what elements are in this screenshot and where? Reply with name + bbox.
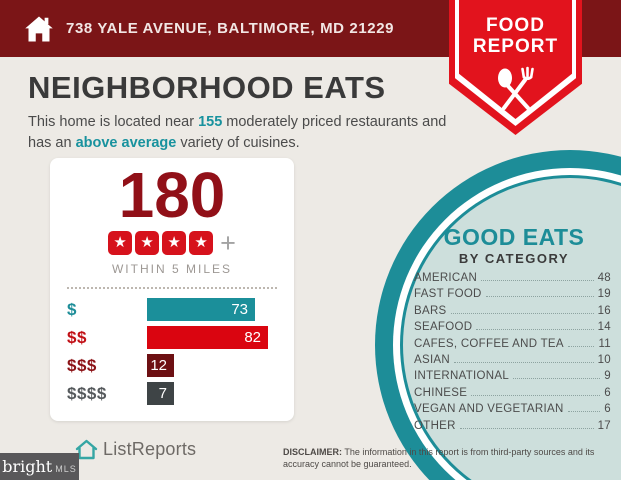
category-row: ASIAN 10 xyxy=(414,354,611,370)
radius-label: WITHIN 5 MILES xyxy=(111,262,232,277)
category-value: 9 xyxy=(604,370,611,383)
category-label: OTHER xyxy=(414,419,456,432)
brightmls-word: bright xyxy=(2,457,53,476)
listreports-house-icon xyxy=(75,439,98,460)
property-address: 738 YALE AVENUE, BALTIMORE, MD 21229 xyxy=(66,20,395,37)
chart-row: $$ 82 xyxy=(67,326,277,350)
star-icon: ★ xyxy=(189,231,214,256)
listreports-label: ListReports xyxy=(103,439,197,459)
category-row: OTHER 17 xyxy=(414,420,611,436)
price-tier-label: $ xyxy=(67,299,77,319)
price-tier-label: $$$$ xyxy=(67,383,107,403)
star-icon: ★ xyxy=(135,231,160,256)
dotted-leader xyxy=(459,427,594,429)
category-row: SEAFOOD 14 xyxy=(414,321,611,337)
bar: 12 xyxy=(147,354,174,378)
brightmls-logo: bright MLS xyxy=(0,453,79,480)
price-tier-bar-chart: $73 $$ 82 $$$ 12 $$$$ 7 xyxy=(67,298,277,406)
category-row: AMERICAN 48 xyxy=(414,272,611,288)
disclaimer-text: The information in this report is from t… xyxy=(283,447,595,470)
category-label: AMERICAN xyxy=(414,272,478,284)
category-row: FAST FOOD 19 xyxy=(414,288,611,304)
category-row: CHINESE 6 xyxy=(414,387,611,403)
crossed-utensils-icon xyxy=(497,66,534,110)
goodeats-title: GOOD EATS xyxy=(443,224,585,250)
category-value: 48 xyxy=(597,272,611,284)
star-rating: ★ ★ ★ ★ + xyxy=(50,228,294,259)
chart-row: $73 xyxy=(67,298,277,322)
dotted-leader xyxy=(454,361,594,363)
intro-text-part3: variety of cuisines. xyxy=(176,135,300,152)
variety-highlight: above average xyxy=(75,135,177,152)
category-label: VEGAN AND VEGETARIAN xyxy=(414,403,564,416)
ribbon-title: FOOD REPORT xyxy=(449,15,582,58)
bar: 82 xyxy=(147,326,268,350)
chart-row: $$$ 12 xyxy=(67,354,277,378)
category-label: ASIAN xyxy=(414,353,451,366)
dotted-leader xyxy=(471,394,601,396)
restaurant-count-highlight: 155 xyxy=(198,114,223,130)
category-row: VEGAN AND VEGETARIAN 6 xyxy=(414,403,611,419)
ribbon-title-line1: FOOD xyxy=(486,15,545,36)
dotted-leader xyxy=(485,296,594,298)
category-row: BARS 16 xyxy=(414,305,611,321)
dotted-leader xyxy=(450,312,594,314)
bar: 7 xyxy=(147,382,174,406)
category-row: CAFES, COFFEE AND TEA 11 xyxy=(414,338,611,354)
intro-text-part1: This home is located near xyxy=(28,114,199,130)
category-label: INTERNATIONAL xyxy=(414,370,510,383)
dotted-leader xyxy=(513,378,601,380)
brightmls-sub: MLS xyxy=(55,463,77,474)
disclaimer: DISCLAIMER: The information in this repo… xyxy=(283,446,615,470)
disclaimer-label: DISCLAIMER: xyxy=(283,447,342,457)
bar: 73 xyxy=(147,298,255,322)
dotted-leader xyxy=(567,345,595,347)
category-value: 17 xyxy=(597,419,611,432)
divider xyxy=(67,287,277,290)
chart-row: $$$$ 7 xyxy=(67,382,277,406)
goodeats-subtitle: BY CATEGORY xyxy=(458,251,570,266)
star-icon: ★ xyxy=(108,231,133,256)
dotted-leader xyxy=(481,280,594,281)
intro-text-part2: moderately priced restaurants and has an xyxy=(28,114,447,152)
ribbon-content: FOOD REPORT xyxy=(449,0,582,121)
category-row: INTERNATIONAL 9 xyxy=(414,370,611,386)
ribbon-title-line2: REPORT xyxy=(472,35,559,57)
goodeats-category-list: AMERICAN 48 FAST FOOD 19 BARS 16 SEAFOOD 14 CAFE… xyxy=(414,272,611,436)
category-value: 6 xyxy=(604,403,611,416)
restaurant-summary-card: 180 ★ ★ ★ ★ + WITHIN 5 MILES $73 $$ 82 $$$ 12 $$$… xyxy=(50,158,294,421)
category-label: SEAFOOD xyxy=(414,321,473,334)
category-value: 14 xyxy=(597,321,611,334)
category-value: 10 xyxy=(597,353,611,366)
food-report-ribbon: FOOD REPORT xyxy=(449,0,582,135)
restaurant-count: 180 xyxy=(118,159,226,231)
intro-text: This home is located near 155 moderately… xyxy=(28,112,452,154)
dotted-leader xyxy=(476,329,594,331)
dotted-leader xyxy=(567,411,601,413)
star-icon: ★ xyxy=(162,231,187,256)
home-icon xyxy=(25,16,53,41)
category-value: 6 xyxy=(604,386,611,399)
category-label: BARS xyxy=(414,304,447,317)
page-title: NEIGHBORHOOD EATS xyxy=(28,70,386,105)
listreports-logo: ListReports xyxy=(74,438,196,461)
category-label: CHINESE xyxy=(414,386,468,399)
category-label: CAFES, COFFEE AND TEA xyxy=(414,337,564,350)
category-value: 19 xyxy=(597,288,611,301)
price-tier-label: $$ xyxy=(67,327,87,347)
category-value: 16 xyxy=(597,304,611,317)
category-value: 11 xyxy=(598,337,611,350)
category-label: FAST FOOD xyxy=(414,288,482,301)
rating-plus: + xyxy=(220,228,236,259)
price-tier-label: $$$ xyxy=(67,355,97,375)
